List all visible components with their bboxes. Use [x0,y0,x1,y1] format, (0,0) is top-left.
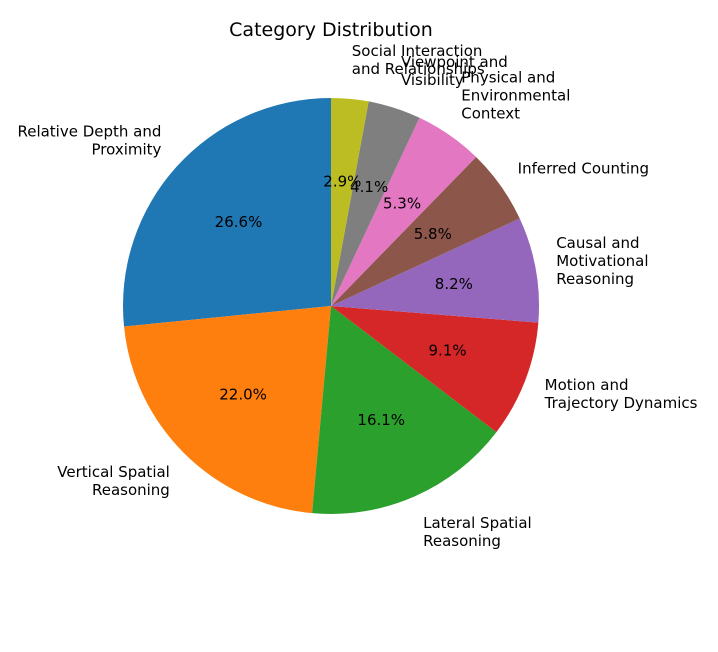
pie-slice-relative-depth-and-proximity [122,98,331,327]
pct-label-vertical-spatial-reasoning: 22.0% [219,386,267,404]
pct-label-motion-and-trajectory-dynamics: 9.1% [428,342,466,360]
pct-label-lateral-spatial-reasoning: 16.1% [357,411,405,429]
pie-slice-vertical-spatial-reasoning [124,306,331,514]
pie-slice-motion-and-trajectory-dynamics [331,306,539,433]
category-label-social-interaction-and-relationships: Social Interaction and Relationships [352,42,485,78]
chart-title: Category Distribution [229,19,433,41]
pie-slice-lateral-spatial-reasoning [312,306,497,514]
slices-group [122,98,539,514]
pie-slice-viewpoint-and-visibility [331,101,420,306]
category-label-motion-and-trajectory-dynamics: Motion and Trajectory Dynamics [544,376,698,412]
category-labels-group: Relative Depth and Proximity Vertical Spat… [17,42,697,550]
category-label-inferred-counting: Inferred Counting [518,159,649,177]
pct-label-viewpoint-and-visibility: 4.1% [350,178,388,196]
pie-slice-causal-and-motivational-reasoning [331,218,539,323]
percent-labels-group: 26.6% 22.0% 16.1% 9.1% 8.2% 5.8% 5.3%4.1%2.9% [215,173,473,430]
pct-label-inferred-counting: 5.8% [414,225,452,243]
pie-slice-inferred-counting [331,156,520,306]
pct-label-social-interaction-and-relationships: 2.9% [323,173,361,191]
pct-label-physical-and-environmental-context: 5.3% [383,194,421,212]
category-label-causal-and-motivational-reasoning: Causal and Motivational Reasoning [556,234,648,288]
category-label-viewpoint-and-visibility: Viewpoint and Visibility [401,53,508,89]
pie-slice-physical-and-environmental-context [331,117,477,306]
category-label-relative-depth-and-proximity: Relative Depth and Proximity [17,122,161,158]
pct-label-causal-and-motivational-reasoning: 8.2% [435,275,473,293]
category-label-vertical-spatial-reasoning: Vertical Spatial Reasoning [57,463,170,499]
pct-label-relative-depth-and-proximity: 26.6% [215,213,263,231]
category-label-physical-and-environmental-context: Physical and Environmental Context [461,69,570,123]
category-label-lateral-spatial-reasoning: Lateral Spatial Reasoning [423,514,532,550]
pie-slice-social-interaction-and-relationships [331,98,369,306]
